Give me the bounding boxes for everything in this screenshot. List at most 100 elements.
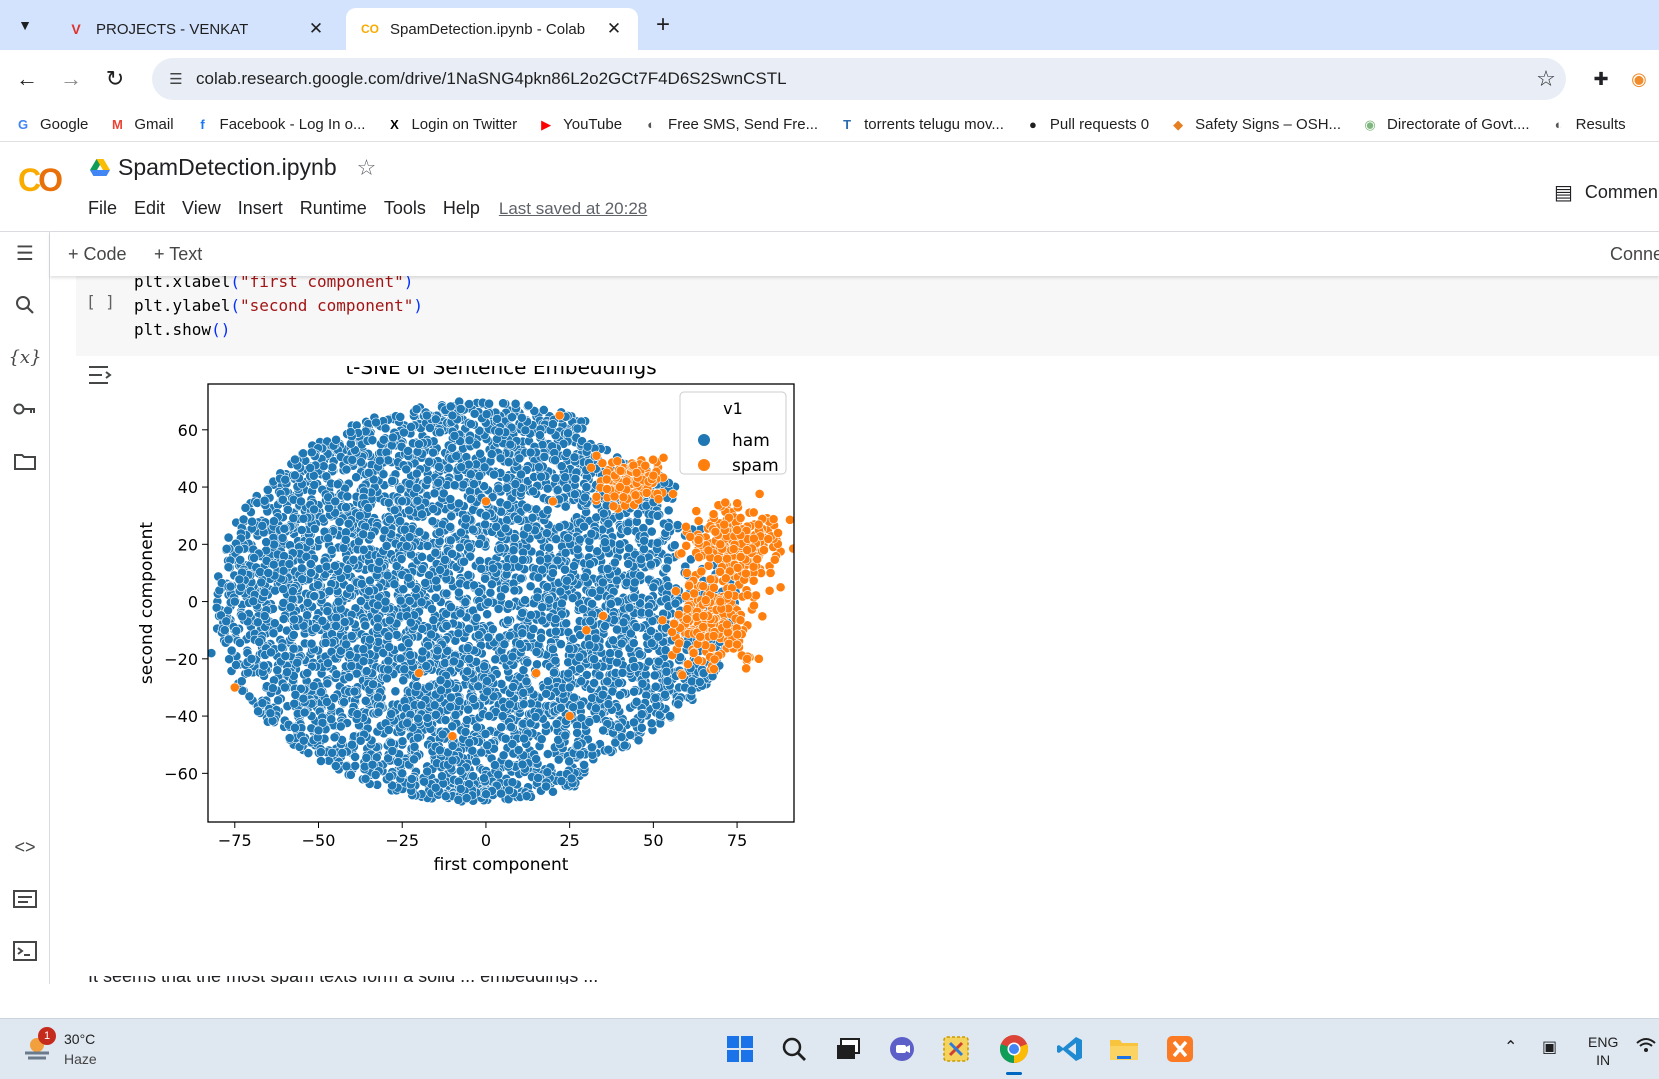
menu-item-tools[interactable]: Tools [383,198,426,218]
bookmark-item[interactable]: ◐ Free SMS, Send Fre... [642,116,818,134]
ham-point [582,441,593,452]
ham-point [404,595,415,606]
browser-tab-colab[interactable]: CO SpamDetection.ipynb - Colab ✕ [346,8,638,50]
ham-point [586,528,597,539]
ham-point [616,732,627,742]
ham-point [542,767,553,778]
code-cell[interactable]: [ ] plt.xlabel("first component") plt.yla… [76,272,1659,356]
ham-point [403,638,414,649]
star-notebook-icon[interactable]: ☆ [356,154,377,180]
ham-point [428,504,439,514]
ham-point [370,770,381,780]
code-snippets-icon[interactable]: <> [14,836,36,857]
cell-run-button[interactable]: [ ] [86,292,115,311]
ham-point [476,563,487,574]
ham-point [312,580,323,590]
bookmark-item[interactable]: G Google [14,116,88,134]
close-tab-icon[interactable]: ✕ [308,19,324,38]
bookmark-label: Free SMS, Send Fre... [668,116,819,133]
ham-point [498,398,508,409]
tab-search-dropdown-icon[interactable]: ▼ [18,17,32,33]
code-line: plt.ylabel("second component") [134,294,423,318]
bookmark-item[interactable]: M Gmail [108,116,174,134]
code-editor[interactable]: plt.xlabel("first component") plt.ylabel(… [134,270,423,342]
ham-point [514,453,525,464]
secrets-key-icon[interactable] [10,394,40,424]
close-tab-icon[interactable]: ✕ [606,19,622,38]
search-icon[interactable] [10,290,40,320]
browser-tab-projects[interactable]: V PROJECTS - VENKAT ✕ [52,8,340,50]
site-settings-icon[interactable]: ☰ [169,71,183,88]
ham-point [515,639,525,649]
ham-point [615,690,625,701]
ham-point [265,708,276,719]
menu-item-help[interactable]: Help [442,198,480,218]
ham-point [288,630,299,640]
reload-icon[interactable]: ↻ [105,66,125,91]
last-saved-link[interactable]: Last saved at 20:28 [498,198,648,218]
ham-point [431,709,441,720]
menu-item-edit[interactable]: Edit [134,198,166,218]
extensions-icon[interactable]: ✚ [1593,68,1609,89]
ham-point [460,726,471,737]
ham-point [398,675,409,686]
ham-point [320,637,331,648]
ham-point [548,419,558,429]
add-code-cell-button[interactable]: + Code [68,244,127,264]
ham-point [316,756,326,766]
forward-arrow-icon[interactable]: → [60,66,82,91]
new-tab-icon[interactable]: + [655,11,670,38]
ham-point [289,614,300,625]
table-of-contents-icon[interactable]: ☰ [16,242,34,265]
bookmark-item[interactable]: ▶ YouTube [537,116,622,134]
back-arrow-icon[interactable]: ← [16,66,38,91]
bookmark-item[interactable]: X Login on Twitter [385,116,517,134]
variables-icon[interactable]: {x} [8,346,42,368]
bookmark-item[interactable]: ● Pull requests 0 [1024,116,1149,134]
ham-point [234,574,245,585]
ham-point [384,771,395,782]
ham-point [223,634,234,645]
bookmark-item[interactable]: ◆ Safety Signs – OSH... [1169,116,1341,134]
ham-point [280,682,290,693]
add-text-cell-button[interactable]: + Text [154,244,203,264]
ham-point [560,564,570,575]
code-function: plt.show [134,320,212,339]
connect-runtime-button[interactable]: Conne [1610,244,1659,264]
ham-point [278,614,289,624]
bookmark-star-icon[interactable]: ☆ [1536,66,1556,91]
ham-point [663,521,674,532]
comment-button[interactable]: ▤ Commen [1554,180,1658,205]
bookmark-item[interactable]: f Facebook - Log In o... [194,116,365,134]
ham-point [461,513,471,524]
bookmark-item[interactable]: ◉ Directorate of Govt.... [1361,116,1529,134]
ham-point [399,664,410,675]
menu-item-file[interactable]: File [88,198,118,218]
colab-logo[interactable]: CO [18,162,63,198]
ham-point [624,602,635,613]
ham-point [516,469,526,480]
bookmark-item[interactable]: ◐ Results [1550,116,1626,134]
terminal-icon[interactable] [10,936,40,966]
output-toggle-icon[interactable] [88,364,114,392]
ham-point [464,542,475,553]
ham-point [550,614,561,624]
ham-point [378,469,389,480]
address-bar[interactable]: ☰ colab.research.google.com/drive/1NaSNG… [152,58,1566,100]
menu-item-runtime[interactable]: Runtime [299,198,367,218]
files-folder-icon[interactable] [10,446,40,476]
notebook-title[interactable]: SpamDetection.ipynb [118,154,337,180]
menu-item-insert[interactable]: Insert [237,198,283,218]
address-url[interactable]: colab.research.google.com/drive/1NaSNG4p… [196,69,787,88]
vivaldi-favicon-icon: V [71,21,81,37]
profile-extension-icon[interactable]: ◉ [1631,68,1647,89]
ham-point [628,717,639,728]
menu-item-view[interactable]: View [182,198,221,218]
ham-point [579,760,590,770]
command-palette-icon[interactable] [10,884,40,914]
ham-point [636,709,647,720]
ham-point [416,700,427,711]
ham-point [323,658,333,669]
ham-point [665,711,676,721]
